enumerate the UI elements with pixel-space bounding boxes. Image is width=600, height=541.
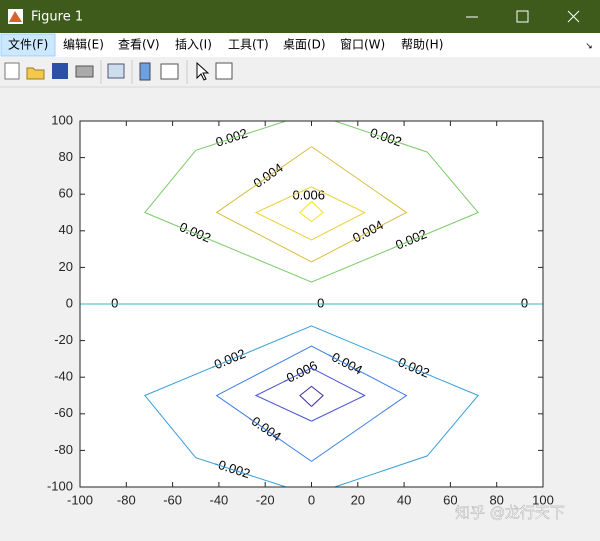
maximize-button[interactable] xyxy=(516,10,529,23)
y-tick-label: -60 xyxy=(54,405,73,420)
contour-line xyxy=(215,345,408,462)
menu-item[interactable]: 插入(I) xyxy=(175,38,212,52)
window-title: Figure 1 xyxy=(31,10,83,25)
contour-label: 0.006 xyxy=(289,188,328,205)
contour-line xyxy=(254,186,366,241)
x-tick-label: -20 xyxy=(256,492,275,507)
menu-item[interactable]: 窗口(W) xyxy=(340,38,385,52)
print-icon[interactable] xyxy=(75,65,94,78)
app-icon xyxy=(8,9,23,24)
contour-line xyxy=(299,385,324,407)
y-tick-label: -20 xyxy=(54,332,73,347)
x-tick-label: 60 xyxy=(443,492,457,507)
x-tick-label: 20 xyxy=(351,492,365,507)
menu-item[interactable]: 桌面(D) xyxy=(283,38,326,52)
close-button[interactable] xyxy=(567,10,580,23)
watermark: 知乎 @龙行天下 xyxy=(455,504,565,522)
y-tick-label: -100 xyxy=(47,478,73,493)
menu-item[interactable]: 工具(T) xyxy=(228,38,269,52)
x-tick-label: -60 xyxy=(163,492,182,507)
menu-arrow[interactable]: ↘ xyxy=(585,42,593,52)
legend-icon[interactable] xyxy=(160,63,179,80)
contour-label-text: 0 xyxy=(317,295,324,310)
x-tick-label: 0 xyxy=(308,492,315,507)
contour-line xyxy=(144,325,480,488)
link-icon[interactable] xyxy=(107,63,125,79)
y-tick-label: 80 xyxy=(59,149,73,164)
menu-item[interactable]: 编辑(E) xyxy=(63,37,104,52)
save-icon[interactable] xyxy=(52,63,68,79)
y-tick-label: 40 xyxy=(59,222,73,237)
y-tick-label: 20 xyxy=(59,259,73,274)
x-tick-label: 80 xyxy=(489,492,503,507)
x-tick-label: 100 xyxy=(532,492,554,507)
menu-item[interactable]: 文件(F) xyxy=(8,37,48,52)
y-tick-label: 0 xyxy=(66,295,73,310)
contour-label-text: 0 xyxy=(111,295,118,310)
menu-item[interactable]: 查看(V) xyxy=(118,38,160,52)
contour-line xyxy=(215,146,408,263)
new-icon[interactable] xyxy=(4,62,20,80)
x-tick-label: 40 xyxy=(397,492,411,507)
colorbar-icon[interactable] xyxy=(139,62,151,81)
open-icon[interactable] xyxy=(26,67,45,80)
y-tick-label: -80 xyxy=(54,442,73,457)
axes-box xyxy=(79,120,544,488)
x-tick-label: -40 xyxy=(210,492,229,507)
toolbar xyxy=(4,60,233,84)
title-bar xyxy=(0,0,600,33)
contour-line xyxy=(254,367,366,422)
contour-label-text: 0 xyxy=(521,295,528,310)
contour-line xyxy=(299,201,324,223)
menu-items: 文件(F) 编辑(E) 查看(V) 插入(I) 工具(T) 桌面(D) 窗口(W) 帮助(H) xyxy=(8,37,443,52)
y-tick-label: 100 xyxy=(51,112,73,127)
menu-highlight xyxy=(0,33,56,57)
menu-item[interactable]: 帮助(H) xyxy=(401,38,443,52)
x-tick-label: -100 xyxy=(67,492,93,507)
property-icon[interactable] xyxy=(215,62,233,80)
menu-bar xyxy=(0,33,600,57)
x-tick-label: -80 xyxy=(117,492,136,507)
y-tick-label: -40 xyxy=(54,369,73,384)
pointer-icon[interactable] xyxy=(196,61,210,81)
y-tick-label: 60 xyxy=(59,186,73,201)
contour-line xyxy=(144,120,480,283)
contour-label-text: 0.006 xyxy=(292,188,325,203)
